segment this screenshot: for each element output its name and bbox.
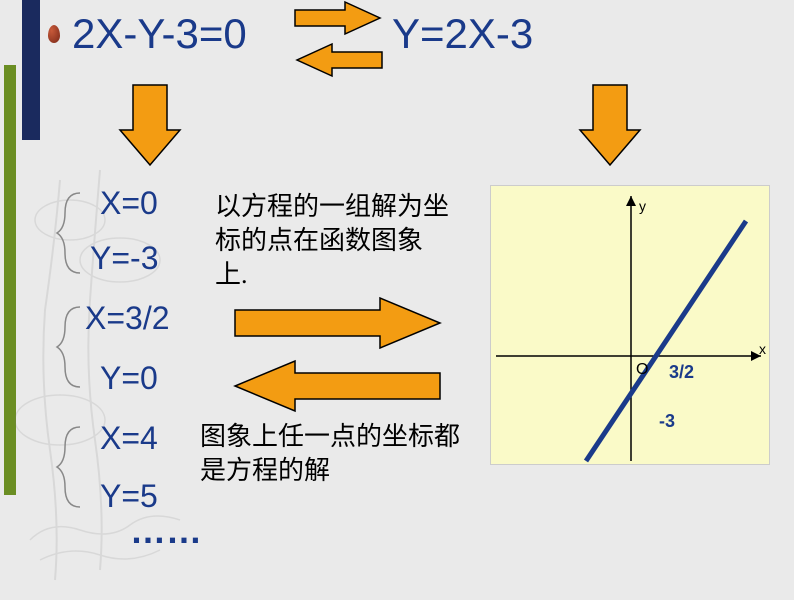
brace-1 bbox=[55, 188, 85, 278]
equation-left: 2X-Y-3=0 bbox=[72, 10, 247, 58]
solution-3-x: X=4 bbox=[100, 420, 158, 457]
ellipsis: …… bbox=[130, 510, 202, 552]
arrow-right-top bbox=[290, 0, 390, 40]
arrow-left-mid bbox=[230, 358, 450, 418]
brace-2 bbox=[55, 302, 85, 392]
bullet-icon bbox=[48, 25, 60, 43]
solution-2-x: X=3/2 bbox=[85, 300, 170, 337]
equation-right: Y=2X-3 bbox=[392, 10, 533, 58]
description-top: 以方程的一组解为坐标的点在函数图象上. bbox=[215, 190, 455, 291]
description-bottom: 图象上任一点的坐标都是方程的解 bbox=[200, 420, 480, 488]
graph-y-intercept: -3 bbox=[659, 411, 675, 432]
graph-origin: O bbox=[636, 361, 648, 379]
graph-svg bbox=[491, 186, 771, 466]
arrow-down-right bbox=[575, 80, 645, 170]
solution-1-x: X=0 bbox=[100, 185, 158, 222]
graph-container: y x O 3/2 -3 bbox=[490, 185, 770, 465]
arrow-right-mid bbox=[230, 295, 450, 355]
graph-y-label: y bbox=[639, 198, 646, 214]
arrow-left-top bbox=[292, 42, 392, 82]
left-accent-bar bbox=[22, 0, 40, 140]
graph-x-label: x bbox=[759, 341, 766, 357]
graph-x-intercept: 3/2 bbox=[669, 362, 694, 383]
arrow-down-left bbox=[115, 80, 185, 170]
brace-3 bbox=[55, 422, 85, 512]
solution-2-y: Y=0 bbox=[100, 360, 158, 397]
solution-1-y: Y=-3 bbox=[90, 240, 158, 277]
green-accent-bar bbox=[4, 65, 16, 495]
